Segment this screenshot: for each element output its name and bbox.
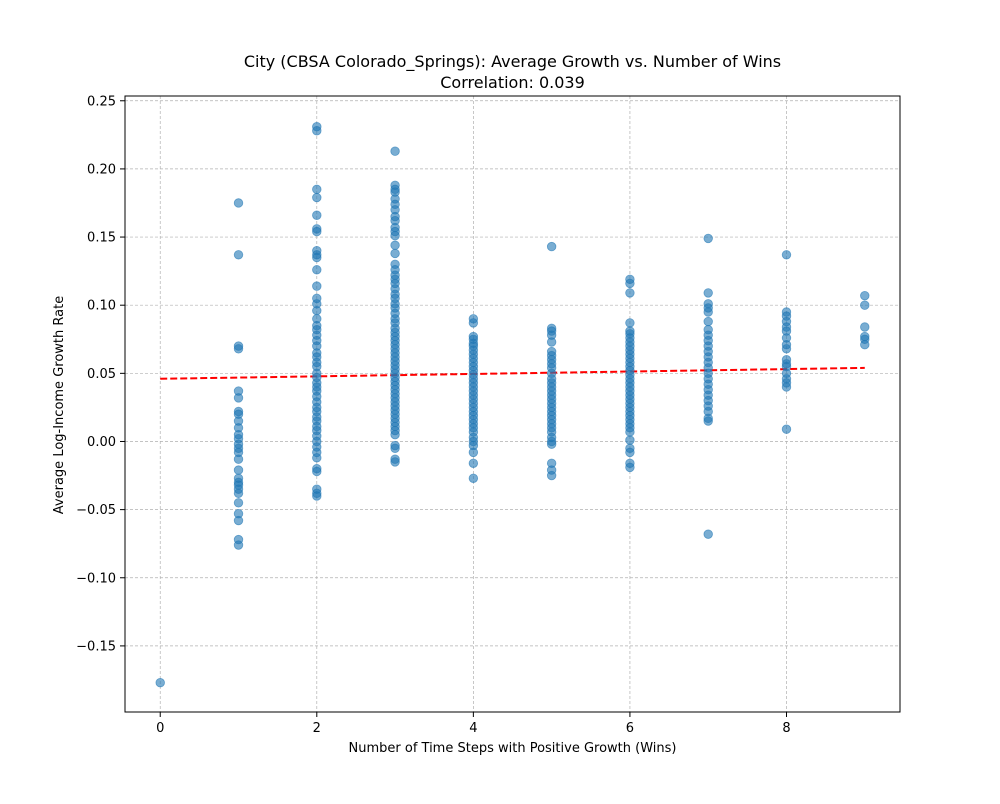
- data-point: [390, 457, 400, 467]
- data-point: [390, 240, 400, 250]
- data-point: [625, 447, 635, 458]
- data-point: [781, 424, 792, 434]
- y-tick-label: 0.25: [87, 94, 116, 109]
- data-point: [625, 435, 635, 445]
- data-point: [781, 250, 792, 260]
- data-point: [233, 250, 244, 260]
- data-point: [233, 540, 244, 550]
- x-tick-label: 0: [156, 721, 164, 736]
- data-point: [625, 318, 635, 328]
- data-point: [390, 248, 400, 259]
- data-point: [233, 465, 244, 475]
- trend-line-group: [160, 366, 865, 380]
- y-tick-label: 0.00: [87, 435, 116, 450]
- x-axis-label: Number of Time Steps with Positive Growt…: [349, 741, 677, 756]
- data-point: [546, 470, 557, 481]
- data-point: [625, 427, 635, 437]
- data-point: [312, 210, 322, 220]
- data-point: [625, 288, 635, 298]
- data-points: [155, 121, 870, 688]
- chart-title: City (CBSA Colorado_Springs): Average Gr…: [244, 52, 781, 72]
- data-point: [312, 466, 322, 477]
- data-point: [546, 337, 557, 347]
- y-tick-label: −0.15: [76, 639, 116, 654]
- data-point: [390, 429, 400, 440]
- data-point: [703, 529, 713, 539]
- x-tick-label: 8: [782, 721, 790, 736]
- data-point: [312, 126, 322, 136]
- data-point: [390, 146, 400, 156]
- x-tick-label: 2: [313, 721, 321, 736]
- data-point: [312, 281, 322, 291]
- data-point: [233, 198, 244, 208]
- data-point: [546, 241, 557, 252]
- y-axis-label: Average Log-Income Growth Rate: [52, 296, 67, 514]
- data-point: [312, 453, 322, 463]
- data-point: [312, 305, 322, 316]
- data-point: [860, 290, 870, 301]
- data-point: [233, 488, 244, 498]
- data-point: [781, 382, 792, 392]
- data-point: [781, 344, 792, 354]
- data-point: [703, 316, 713, 327]
- data-point: [703, 233, 713, 244]
- data-point: [625, 462, 635, 473]
- data-point: [233, 344, 244, 354]
- data-point: [468, 458, 479, 468]
- data-point: [155, 677, 165, 688]
- data-point: [312, 192, 322, 203]
- data-point: [860, 300, 870, 310]
- y-tick-label: −0.10: [76, 571, 116, 586]
- data-point: [312, 252, 322, 263]
- y-tick-label: 0.15: [87, 231, 116, 246]
- x-tick-label: 6: [626, 721, 634, 736]
- axis-ticks: 0 2 4 6 8 −0.15 −0.10 −0.05 0.00 0.05 0.10 0.15 0.20…: [76, 94, 790, 736]
- data-point: [390, 443, 400, 453]
- data-point: [233, 515, 244, 526]
- data-point: [468, 447, 479, 458]
- data-point: [312, 491, 322, 501]
- plot-area-frame: [124, 95, 901, 713]
- y-tick-label: 0.05: [87, 367, 116, 382]
- y-tick-label: 0.20: [87, 162, 116, 177]
- data-point: [233, 393, 244, 403]
- x-tick-label: 4: [469, 721, 477, 736]
- y-tick-label: −0.05: [76, 503, 116, 518]
- y-tick-label: 0.10: [87, 299, 116, 314]
- data-point: [312, 226, 322, 237]
- data-point: [233, 454, 244, 464]
- data-point: [860, 340, 870, 350]
- data-point: [625, 278, 635, 289]
- chart-subtitle: Correlation: 0.039: [440, 73, 585, 92]
- data-point: [233, 498, 244, 508]
- grid: [125, 96, 900, 712]
- data-point: [546, 439, 557, 449]
- trend-line: [160, 366, 865, 380]
- data-point: [703, 288, 713, 298]
- data-point: [312, 184, 322, 195]
- data-point: [703, 416, 713, 426]
- data-point: [860, 322, 870, 332]
- data-point: [703, 307, 713, 317]
- data-point: [390, 230, 400, 241]
- data-point: [468, 473, 479, 483]
- data-point: [312, 265, 322, 275]
- data-point: [468, 318, 479, 328]
